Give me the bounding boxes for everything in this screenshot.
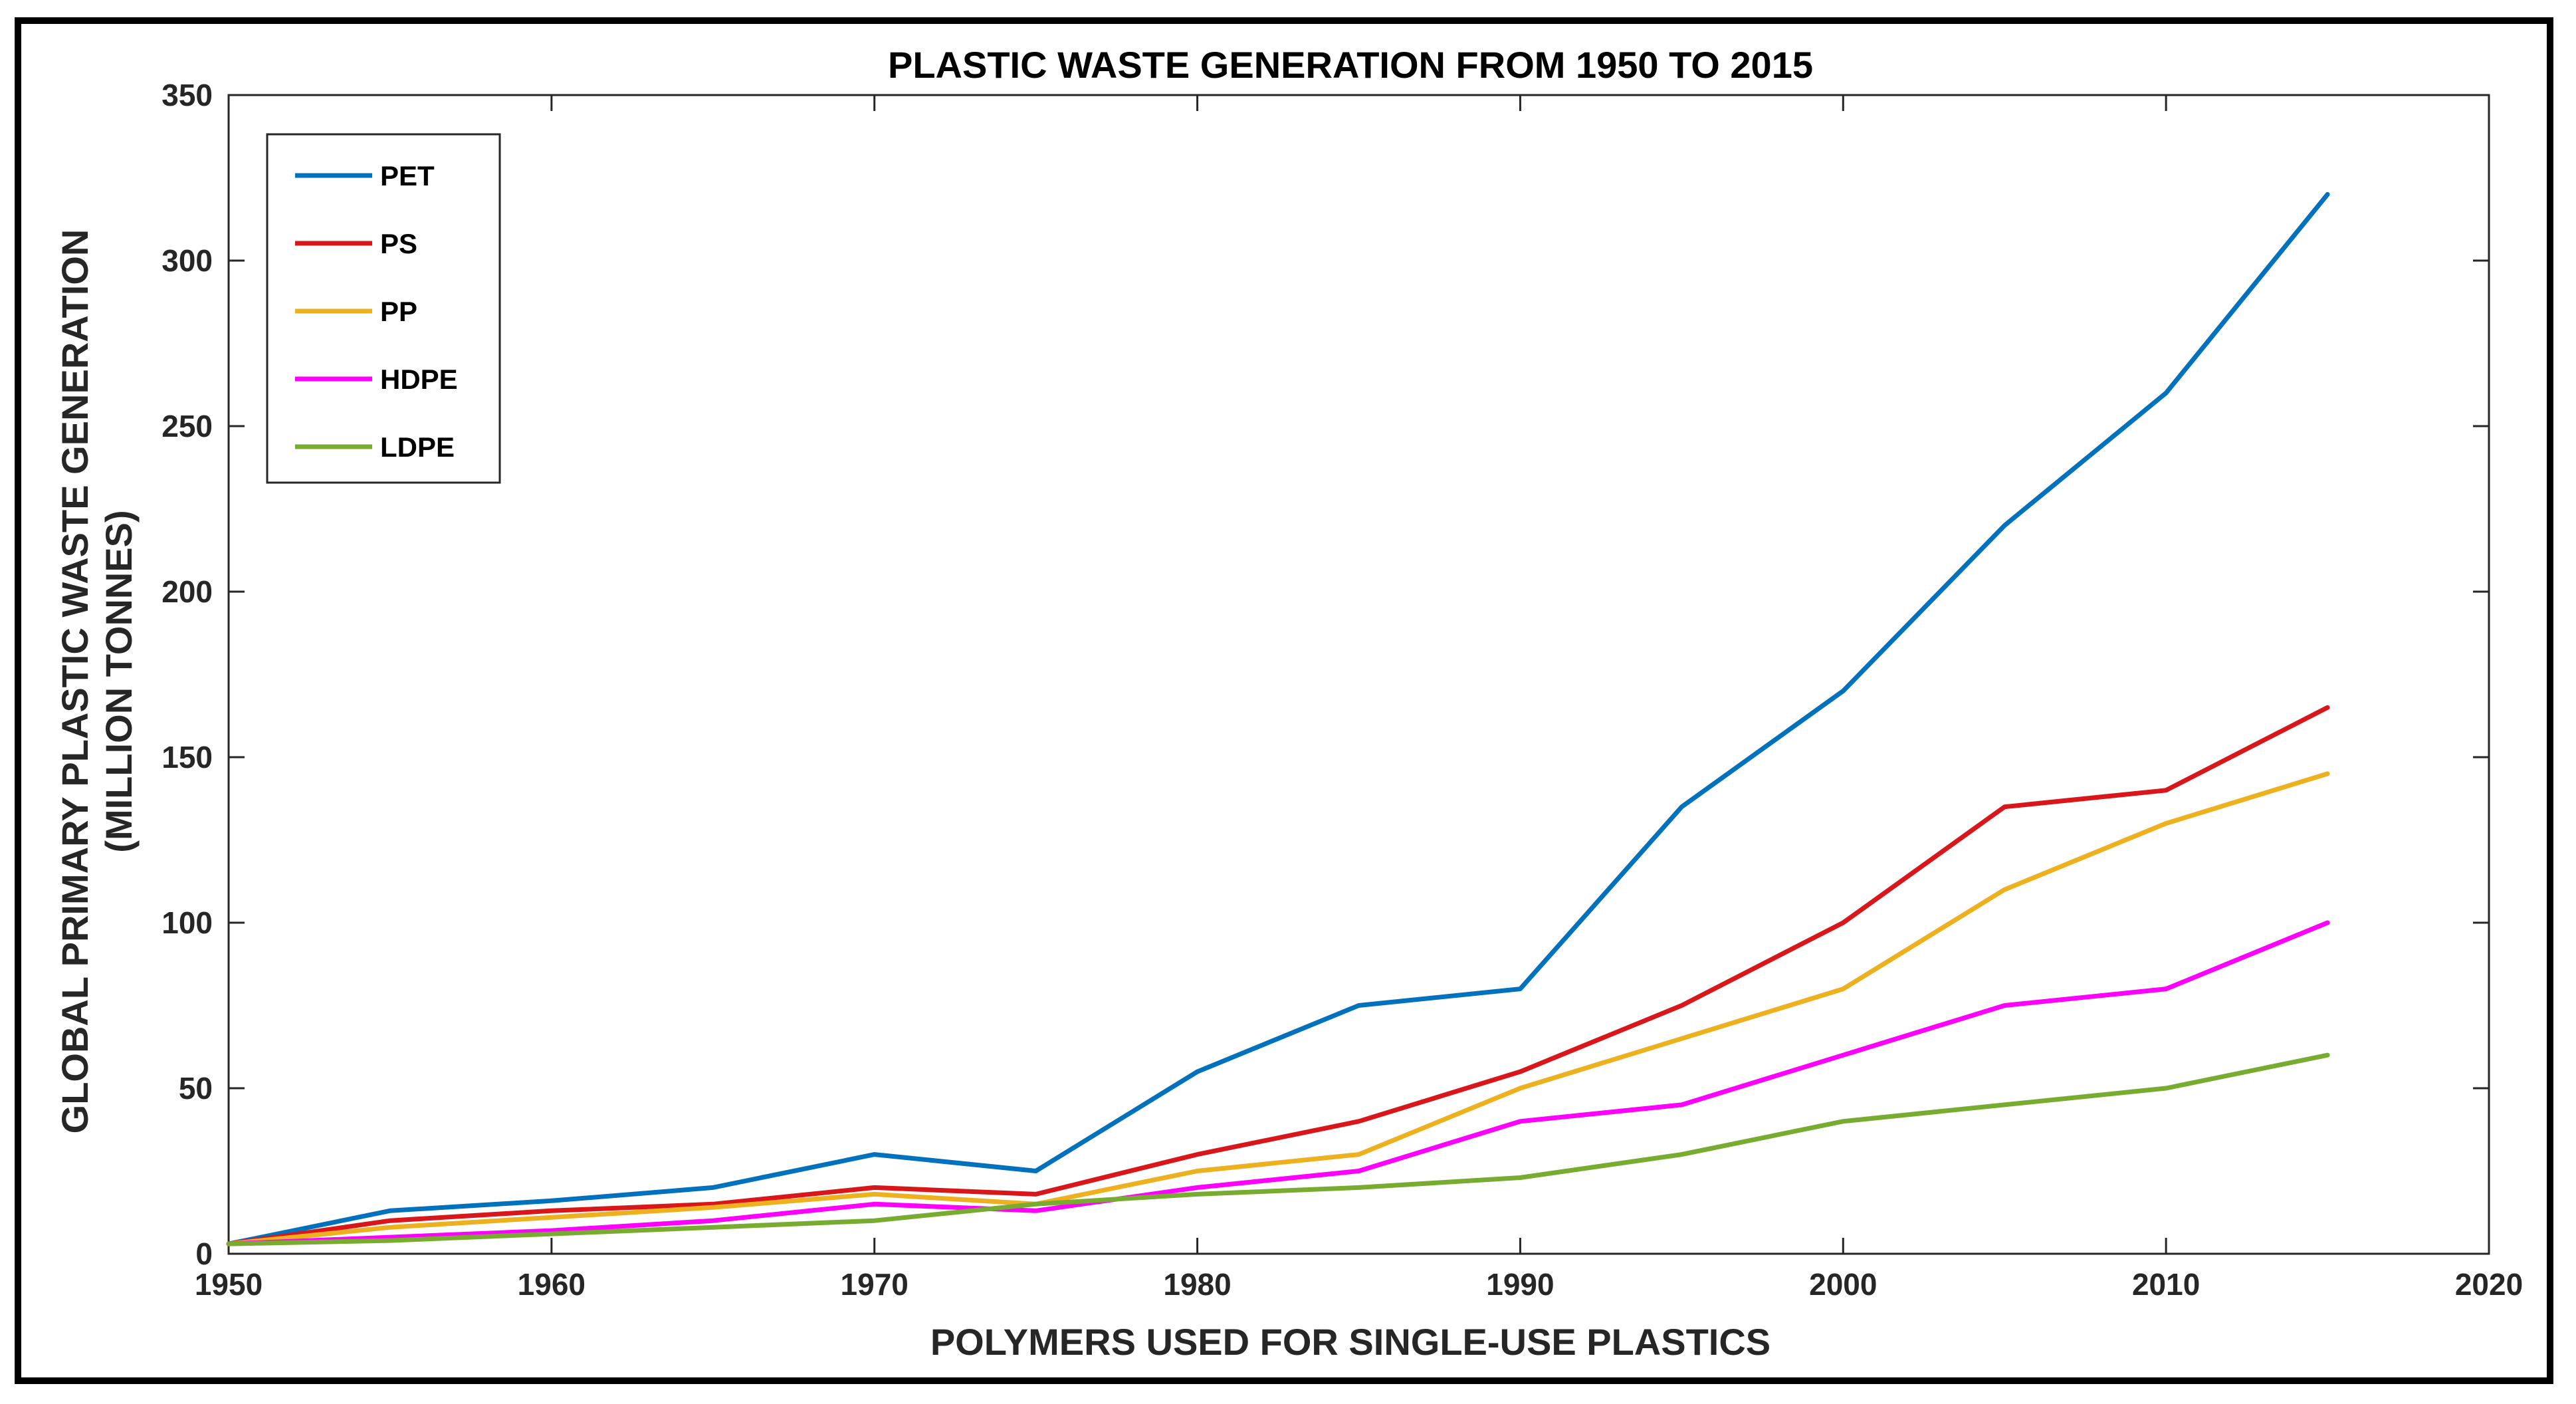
y-tick-label: 0 — [195, 1236, 213, 1271]
y-tick-label: 200 — [161, 574, 213, 609]
x-tick-label: 1970 — [841, 1267, 909, 1302]
series-line-ps — [226, 705, 2330, 1246]
y-tick-label: 150 — [161, 740, 213, 774]
y-axis-label-line1: GLOBAL PRIMARY PLASTIC WASTE GENERATION — [54, 229, 96, 1134]
x-tick-label: 2020 — [2455, 1267, 2523, 1302]
x-tick-label: 2000 — [1809, 1267, 1877, 1302]
series-line-pp — [226, 771, 2330, 1246]
outer-frame — [15, 17, 2553, 1384]
x-tick-label: 1990 — [1486, 1267, 1554, 1302]
legend-label-ps: PS — [380, 228, 417, 259]
y-tick-label: 100 — [161, 905, 213, 940]
chart-title: PLASTIC WASTE GENERATION FROM 1950 TO 20… — [888, 44, 1813, 86]
x-tick-label: 1960 — [518, 1267, 586, 1302]
x-tick-label: 1950 — [195, 1267, 263, 1302]
plot-area: 1950 1960 1970 1980 1990 2000 2010 2020 0 50 100 15… — [161, 78, 2523, 1302]
series-line-pet — [226, 191, 2330, 1246]
legend-label-pet: PET — [380, 160, 435, 191]
y-tick-label: 50 — [179, 1071, 213, 1106]
axes-box — [227, 94, 2490, 1255]
y-tick-label: 350 — [161, 78, 213, 112]
series-line-hdpe — [226, 920, 2330, 1246]
legend-label-hdpe: HDPE — [380, 364, 458, 395]
x-tick-label: 2010 — [2132, 1267, 2200, 1302]
y-tick-label: 250 — [161, 409, 213, 443]
y-tick-label: 300 — [161, 243, 213, 278]
x-axis-label: POLYMERS USED FOR SINGLE-USE PLASTICS — [930, 1321, 1771, 1363]
series-line-ldpe — [226, 1052, 2330, 1246]
legend-box — [266, 133, 501, 484]
legend-label-pp: PP — [380, 296, 417, 327]
y-axis-label-line2: (MILLION TONNES) — [98, 510, 140, 852]
x-tick-label: 1980 — [1163, 1267, 1231, 1302]
legend-label-ldpe: LDPE — [380, 431, 455, 463]
